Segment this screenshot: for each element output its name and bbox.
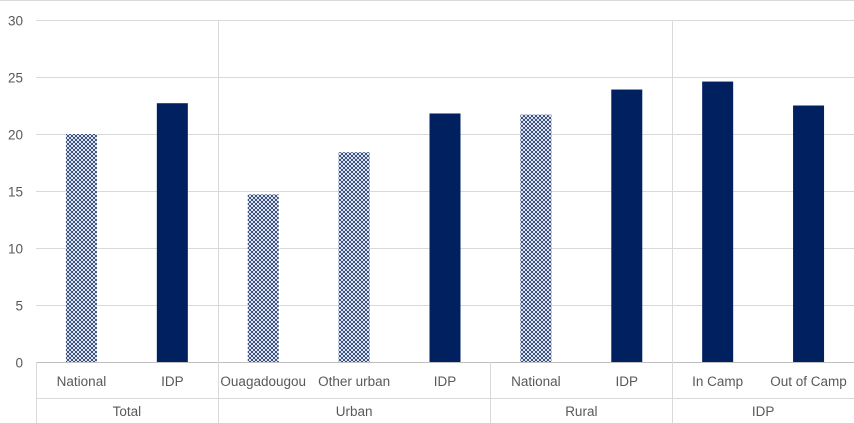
group-label-urban: Urban xyxy=(336,404,373,419)
bar-urban-ouagadougou xyxy=(247,194,279,362)
bar-urban-other-urban xyxy=(338,152,370,362)
bar-idp-in-camp xyxy=(702,81,734,362)
y-tick-label-25: 25 xyxy=(8,71,23,86)
bar-rural-idp xyxy=(611,89,643,362)
y-tick-label-10: 10 xyxy=(8,242,23,257)
category-label-rural-idp: IDP xyxy=(616,374,639,389)
category-label-rural-national: National xyxy=(511,374,561,389)
category-label-idp-in-camp: In Camp xyxy=(692,374,743,389)
y-tick-label-15: 15 xyxy=(8,185,23,200)
category-label-urban-idp: IDP xyxy=(434,374,457,389)
group-label-idp: IDP xyxy=(752,404,775,419)
category-label-total-national: National xyxy=(57,374,107,389)
y-tick-label-5: 5 xyxy=(15,299,23,314)
y-tick-label-0: 0 xyxy=(15,356,23,371)
bar-total-idp xyxy=(156,103,188,362)
bar-total-national xyxy=(65,134,97,362)
category-label-idp-out-of-camp: Out of Camp xyxy=(770,374,847,389)
y-tick-label-20: 20 xyxy=(8,128,23,143)
group-label-rural: Rural xyxy=(565,404,597,419)
y-tick-label-30: 30 xyxy=(8,14,23,29)
group-label-total: Total xyxy=(113,404,142,419)
bar-urban-idp xyxy=(429,113,461,362)
category-label-total-idp: IDP xyxy=(161,374,184,389)
bar-idp-out-of-camp xyxy=(793,105,825,362)
bar-rural-national xyxy=(520,114,552,363)
category-label-urban-ouagadougou: Ouagadougou xyxy=(220,374,306,389)
category-label-urban-other-urban: Other urban xyxy=(318,374,390,389)
